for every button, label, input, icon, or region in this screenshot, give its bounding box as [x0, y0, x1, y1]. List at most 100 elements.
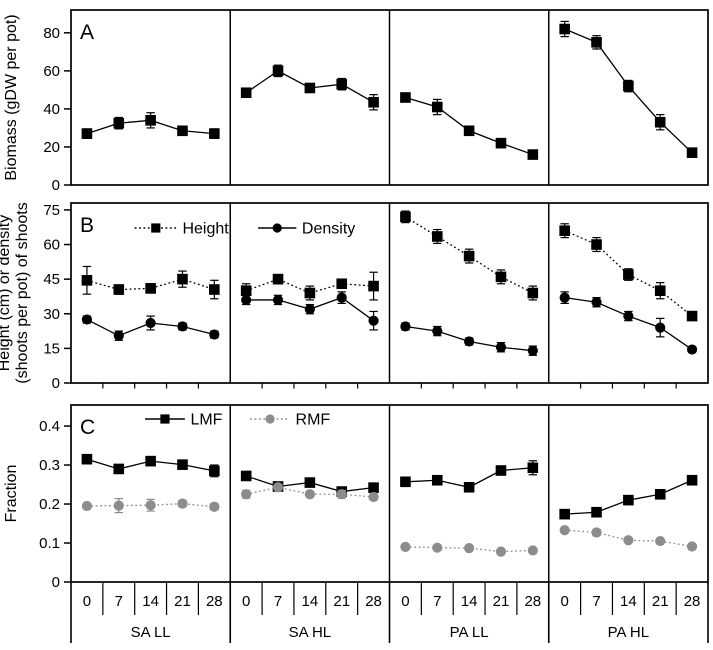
rmf-marker — [336, 489, 347, 500]
density-marker — [400, 321, 411, 332]
density-marker — [177, 321, 188, 332]
density-marker — [336, 292, 347, 303]
biomass-marker — [463, 125, 475, 137]
lmf-marker — [591, 506, 602, 518]
biomass-marker — [686, 147, 698, 158]
x-tick-label: 0 — [83, 593, 91, 610]
density-marker — [559, 292, 570, 303]
biomass-marker — [145, 115, 156, 126]
rmf-line-SA LL — [86, 502, 215, 508]
x-tick-label: 7 — [433, 593, 441, 610]
density-marker — [241, 294, 252, 306]
legend-label-lmf: LMF — [190, 412, 222, 429]
panel-letter-B: B — [80, 214, 94, 237]
height-marker — [686, 310, 698, 322]
height-marker — [177, 273, 188, 285]
lmf-marker — [527, 462, 539, 474]
legend-marker-rmf — [265, 414, 275, 424]
lmf-marker — [495, 465, 507, 476]
biomass-marker — [368, 96, 379, 108]
lmf-marker — [113, 463, 125, 475]
biomass-marker — [431, 101, 443, 113]
x-tick-label: 21 — [174, 593, 191, 610]
group-label-pa-ll: PA LL — [450, 624, 489, 641]
rmf-marker — [177, 498, 188, 509]
height-marker — [145, 283, 156, 294]
height-marker — [431, 231, 443, 242]
height-marker — [463, 250, 475, 262]
height-line-PA HL — [564, 230, 693, 317]
x-tick-label: 28 — [365, 593, 382, 610]
legend-label-height: Height — [182, 221, 229, 238]
lmf-marker — [559, 508, 570, 520]
density-marker — [591, 297, 602, 308]
density-marker — [432, 325, 443, 337]
y-tick-label: 20 — [43, 139, 60, 156]
density-line-PA HL — [564, 296, 693, 351]
y-tick-label: 60 — [43, 237, 60, 254]
density-marker — [113, 330, 124, 341]
y-tick-label: 80 — [43, 25, 60, 42]
x-tick-label: 21 — [493, 593, 510, 610]
y-axis-title-A: Biomass (gDW per pot) — [3, 14, 20, 180]
lmf-marker — [177, 459, 188, 470]
rmf-marker — [304, 489, 315, 500]
y-axis-title-B: Height (cm) or density — [0, 215, 13, 372]
lmf-marker — [400, 476, 411, 488]
x-tick-label: 7 — [592, 593, 600, 610]
biomass-marker — [272, 65, 284, 77]
biomass-marker — [113, 117, 125, 129]
biomass-marker — [177, 125, 188, 137]
x-tick-label: 28 — [524, 593, 541, 610]
biomass-marker — [623, 80, 634, 92]
y-axis-title-B: (shoots per pot) of shoots — [14, 202, 31, 383]
height-marker — [591, 239, 602, 250]
y-tick-label: 30 — [43, 306, 60, 323]
biomass-marker — [654, 116, 666, 128]
height-marker — [654, 285, 666, 296]
x-tick-label: 0 — [401, 593, 409, 610]
density-marker — [81, 314, 93, 325]
biomass-marker — [304, 82, 316, 94]
rmf-marker — [559, 525, 570, 536]
lmf-marker — [81, 453, 93, 465]
x-tick-label: 14 — [302, 593, 319, 610]
x-tick-label: 14 — [142, 593, 159, 610]
y-tick-label: 15 — [43, 340, 60, 357]
lmf-marker — [209, 465, 220, 477]
legend-marker-density — [272, 223, 282, 233]
height-line-SA HL — [245, 278, 374, 294]
biomass-marker — [559, 23, 570, 35]
x-tick-label: 7 — [115, 593, 123, 610]
rmf-marker — [655, 535, 666, 547]
biomass-marker — [591, 37, 602, 48]
density-marker — [272, 294, 284, 306]
y-tick-label: 0.2 — [39, 496, 60, 513]
group-label-pa-hl: PA HL — [608, 624, 649, 641]
density-marker — [655, 322, 666, 333]
rmf-marker — [400, 541, 411, 553]
lmf-marker — [304, 477, 316, 488]
group-label-sa-hl: SA HL — [289, 624, 332, 641]
biomass-marker — [400, 92, 411, 103]
y-tick-label: 40 — [43, 101, 60, 118]
density-marker — [686, 344, 698, 355]
lmf-marker — [463, 481, 475, 493]
y-tick-label: 75 — [43, 202, 60, 219]
lmf-marker — [654, 488, 666, 500]
height-marker — [240, 285, 252, 296]
height-marker — [368, 280, 379, 292]
x-tick-label: 21 — [652, 593, 669, 610]
lmf-marker — [240, 470, 252, 482]
height-marker — [527, 287, 539, 299]
rmf-line-PA HL — [564, 529, 693, 548]
height-marker — [113, 284, 125, 295]
y-axis-title-C: Fraction — [3, 465, 20, 523]
height-marker — [272, 273, 284, 285]
lmf-marker — [431, 474, 443, 486]
x-tick-label: 14 — [620, 593, 637, 610]
height-marker — [559, 225, 570, 236]
density-marker — [495, 342, 507, 353]
height-marker — [304, 287, 316, 299]
y-tick-label: 0 — [52, 177, 60, 194]
